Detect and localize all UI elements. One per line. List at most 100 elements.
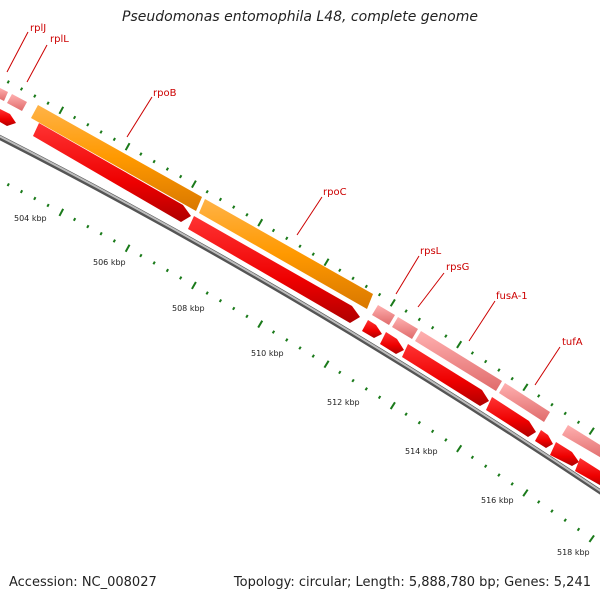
tick-mark	[364, 284, 368, 289]
tick-mark	[537, 394, 541, 398]
tick-mark	[271, 330, 276, 334]
kbp-scale-labels: 504 kbp 506 kbp 508 kbp 510 kbp 512 kbp …	[14, 214, 590, 557]
tick-mark	[444, 334, 448, 338]
tick-mark	[179, 174, 183, 179]
tick-mark	[191, 180, 197, 189]
tick-mark	[86, 224, 90, 229]
tick-mark	[191, 281, 197, 290]
tick-mark	[232, 306, 236, 311]
tick-mark	[311, 252, 315, 257]
kbp-label-516: 516 kbp	[481, 496, 514, 505]
tick-mark	[139, 152, 143, 156]
gene-label-rplJ: rplJ	[30, 23, 46, 34]
cds-arrow	[362, 320, 382, 338]
tick-mark	[205, 189, 209, 194]
tick-mark	[417, 317, 421, 322]
tick-mark	[311, 354, 315, 358]
tick-mark	[19, 189, 24, 194]
cds-arrow	[575, 458, 600, 486]
tick-mark	[404, 412, 408, 416]
tick-mark	[497, 368, 501, 372]
orange-feature-track	[31, 105, 373, 309]
tick-mark	[576, 420, 581, 425]
tick-mark	[205, 291, 209, 295]
tick-mark	[510, 376, 514, 381]
cds-arrow	[486, 397, 536, 437]
tick-mark	[456, 340, 463, 349]
tick-mark	[285, 338, 289, 342]
tick-mark	[576, 527, 581, 532]
pink-feature-track	[0, 88, 600, 458]
cds-arrow	[380, 332, 404, 354]
gene-labels: rplJ rplL rpoB rpoC rpsL rpsG fusA-1 tuf…	[30, 23, 583, 348]
tick-mark	[99, 130, 103, 134]
tick-mark	[588, 427, 595, 435]
tick-mark	[218, 197, 223, 202]
tick-mark	[285, 236, 289, 241]
tick-mark	[58, 106, 65, 115]
tick-mark	[46, 101, 50, 105]
tick-mark	[124, 142, 131, 151]
tick-mark	[537, 500, 541, 504]
tick-mark	[417, 420, 422, 425]
tick-mark	[430, 429, 435, 434]
tick-marks	[6, 80, 595, 543]
gene-block-rplJ	[0, 88, 8, 101]
gene-label-fusA-1: fusA-1	[496, 291, 528, 302]
tick-mark	[245, 213, 249, 217]
tick-mark	[298, 346, 302, 350]
tick-mark	[550, 402, 554, 407]
gene-block-rpoC	[199, 199, 373, 309]
gene-label-rplL: rplL	[50, 34, 69, 45]
gene-block-fusA-1	[415, 331, 502, 391]
gene-block-tufA	[499, 383, 550, 422]
label-leader-lines	[6, 31, 561, 386]
kbp-label-514: 514 kbp	[405, 447, 438, 456]
gene-block-rplL	[7, 94, 27, 111]
tick-mark	[33, 196, 37, 201]
tick-mark	[483, 359, 488, 364]
tick-mark	[483, 464, 488, 468]
tick-mark	[351, 276, 355, 281]
tick-mark	[72, 115, 77, 120]
tick-mark	[271, 228, 276, 233]
kbp-label-510: 510 kbp	[251, 349, 284, 358]
tick-mark	[563, 411, 567, 416]
tick-mark	[389, 298, 396, 307]
tick-mark	[351, 378, 355, 383]
tick-mark	[588, 534, 595, 543]
tick-mark	[389, 401, 396, 410]
tick-mark	[470, 351, 475, 355]
red-feature-track	[0, 109, 600, 486]
tick-mark	[232, 205, 236, 209]
topology-summary: Topology: circular; Length: 5,888,780 bp…	[233, 575, 591, 590]
tick-mark	[323, 258, 330, 267]
tick-mark	[179, 276, 183, 280]
tick-mark	[139, 253, 143, 258]
cds-arrow	[535, 430, 553, 448]
tick-mark	[86, 122, 90, 127]
cds-arrow	[0, 109, 16, 126]
tick-mark	[124, 244, 131, 253]
kbp-label-506: 506 kbp	[93, 258, 126, 267]
tick-mark	[165, 268, 169, 273]
tick-mark	[6, 80, 10, 84]
tick-mark	[550, 509, 554, 513]
cds-arrow	[550, 442, 579, 466]
tick-mark	[112, 239, 116, 243]
tick-mark	[323, 360, 330, 369]
tick-mark	[72, 217, 77, 222]
tick-mark	[112, 137, 116, 142]
map-title: Pseudomonas entomophila L48, complete ge…	[122, 9, 478, 25]
gene-label-rpoB: rpoB	[153, 88, 177, 99]
kbp-label-512: 512 kbp	[327, 398, 360, 407]
accession-text: Accession: NC_008027	[9, 575, 157, 590]
tick-mark	[298, 244, 302, 249]
tick-mark	[46, 203, 50, 208]
tick-mark	[497, 473, 501, 477]
tick-mark	[6, 182, 10, 187]
tick-mark	[152, 159, 156, 164]
tick-mark	[456, 444, 463, 453]
gene-label-tufA: tufA	[562, 337, 583, 348]
